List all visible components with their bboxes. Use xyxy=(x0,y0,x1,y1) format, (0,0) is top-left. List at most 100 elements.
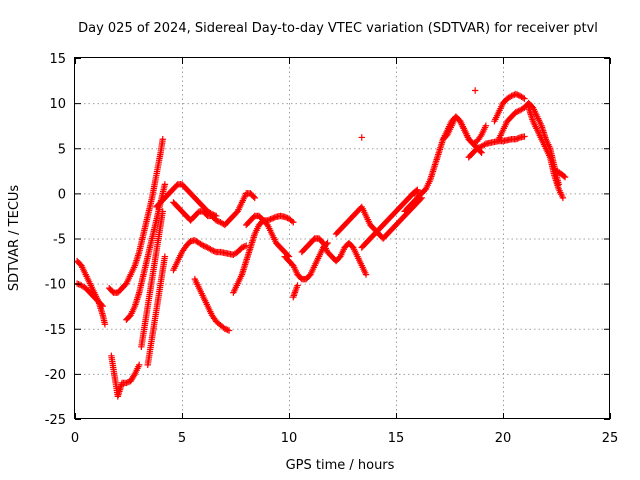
data-point xyxy=(221,325,228,332)
data-point xyxy=(515,92,522,99)
data-point xyxy=(482,122,490,129)
data-point xyxy=(271,214,278,221)
series-arc20 xyxy=(439,113,490,147)
x-tick-label: 15 xyxy=(388,431,405,446)
series-arc7 xyxy=(144,253,169,369)
data-point xyxy=(514,91,521,98)
series-arc9 xyxy=(170,190,258,229)
series-arc17 xyxy=(332,194,425,242)
data-point xyxy=(240,243,247,251)
data-point xyxy=(124,379,131,386)
y-tick-label: 15 xyxy=(49,52,66,67)
data-point xyxy=(203,243,210,251)
y-tick-label: 5 xyxy=(58,142,66,157)
data-point xyxy=(508,92,515,100)
x-tick-label: 25 xyxy=(602,431,619,446)
series-arc25 xyxy=(553,167,569,181)
series-arc24 xyxy=(525,104,567,202)
data-point xyxy=(515,134,522,142)
data-point xyxy=(159,136,166,143)
y-tick-label: 0 xyxy=(58,187,66,202)
data-point xyxy=(211,248,219,255)
data-point xyxy=(223,326,230,333)
data-point xyxy=(560,173,568,180)
chart-title: Day 025 of 2024, Sidereal Day-to-day VTE… xyxy=(78,21,598,36)
series-arc22 xyxy=(491,90,528,125)
series-arc26 xyxy=(409,186,421,197)
y-tick-label: -20 xyxy=(45,368,66,383)
series-arc14 xyxy=(281,239,331,283)
data-point xyxy=(101,321,109,328)
y-axis-label: SDTVAR / TECUs xyxy=(7,185,22,292)
data-point xyxy=(475,144,482,151)
data-point xyxy=(478,149,485,156)
data-point xyxy=(267,216,274,223)
series-arc16 xyxy=(298,235,370,278)
data-point xyxy=(281,213,288,221)
data-point xyxy=(512,136,520,143)
data-point xyxy=(265,216,273,224)
series-arc6 xyxy=(138,208,166,350)
y-tick-label: -10 xyxy=(45,278,66,293)
data-point xyxy=(201,243,209,250)
data-point xyxy=(471,87,479,94)
tick-label-layer: 0 5 10 15 20 25 -25 -20 -15 -10 -5 0 5 10 15 xyxy=(45,52,619,446)
data-point xyxy=(264,217,271,224)
data-point xyxy=(159,208,166,215)
data-point xyxy=(514,108,521,115)
series-arc15 xyxy=(290,282,301,301)
data-point xyxy=(559,194,567,202)
data-point xyxy=(198,241,206,249)
data-point xyxy=(161,181,169,188)
x-tick-label: 0 xyxy=(71,431,79,446)
data-point xyxy=(474,145,481,152)
data-point xyxy=(225,327,233,334)
data-point xyxy=(130,372,138,379)
x-tick-label: 10 xyxy=(281,431,298,446)
data-point xyxy=(509,92,517,99)
x-tick-label: 20 xyxy=(495,431,512,446)
data-point xyxy=(241,243,248,250)
data-point xyxy=(515,107,522,115)
data-point xyxy=(561,173,569,181)
data-point xyxy=(224,326,231,334)
data-point xyxy=(207,246,214,253)
series-arc4 xyxy=(108,352,143,400)
data-point xyxy=(414,186,421,193)
data-points-layer xyxy=(73,87,569,400)
series-arc28 xyxy=(358,134,365,141)
data-point xyxy=(481,141,488,148)
data-point xyxy=(99,302,107,310)
data-point xyxy=(98,301,105,309)
grid-layer xyxy=(75,58,610,419)
data-point xyxy=(506,93,514,101)
data-point xyxy=(362,271,370,278)
data-point xyxy=(268,215,276,222)
y-tick-label: 10 xyxy=(49,97,66,112)
x-tick-label: 5 xyxy=(178,431,186,446)
data-point xyxy=(413,187,420,194)
data-point xyxy=(214,217,221,225)
data-point xyxy=(215,218,223,225)
y-tick-label: -15 xyxy=(45,323,66,338)
series-arc27 xyxy=(471,87,479,94)
data-point xyxy=(238,244,246,251)
data-point xyxy=(512,90,520,98)
data-point xyxy=(251,194,258,202)
data-point xyxy=(294,282,301,289)
y-tick-label: -5 xyxy=(53,233,66,248)
data-point xyxy=(514,135,521,142)
plot-frame xyxy=(74,57,610,419)
data-point xyxy=(288,217,296,225)
data-point xyxy=(521,133,528,140)
data-point xyxy=(521,95,528,102)
data-point xyxy=(270,214,277,222)
data-point xyxy=(200,242,207,249)
series-arc12 xyxy=(230,217,293,296)
data-point xyxy=(282,214,290,221)
data-point xyxy=(76,281,84,289)
data-point xyxy=(519,94,527,101)
series-arc13 xyxy=(243,212,297,229)
y-tick-label: -25 xyxy=(45,413,66,428)
